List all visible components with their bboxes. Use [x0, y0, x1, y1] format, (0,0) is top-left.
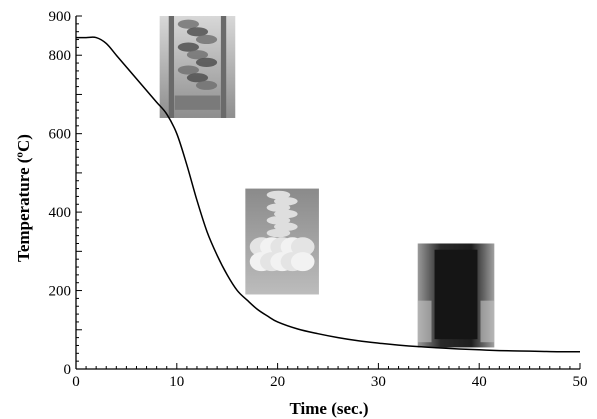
photo-top: [159, 16, 236, 118]
axes: 0 10 20 30 40 50 0 200 400 600 800 900: [49, 9, 588, 390]
y-tick-label: 600: [49, 127, 72, 143]
y-tick-label: 200: [49, 284, 72, 300]
series: [75, 36, 581, 353]
y-tick-label: 800: [49, 48, 72, 64]
photo-middle: [245, 188, 319, 295]
x-tick-label: 40: [472, 374, 487, 390]
y-tick-label: 0: [64, 362, 72, 378]
x-tick-label: 30: [371, 374, 386, 390]
y-axis-title: Temperature (ºC): [14, 134, 33, 262]
x-tick-label: 20: [270, 374, 285, 390]
y-tick-label: 400: [49, 205, 72, 221]
x-axis-title: Time (sec.): [290, 399, 369, 418]
x-tick-label: 50: [573, 374, 588, 390]
photo-bottom: [417, 243, 495, 348]
y-tick-label: 900: [49, 9, 72, 25]
photo-annotations: [159, 16, 495, 348]
x-tick-label: 10: [169, 374, 184, 390]
x-tick-label: 0: [72, 374, 80, 390]
temperature-series-line: [75, 36, 581, 353]
